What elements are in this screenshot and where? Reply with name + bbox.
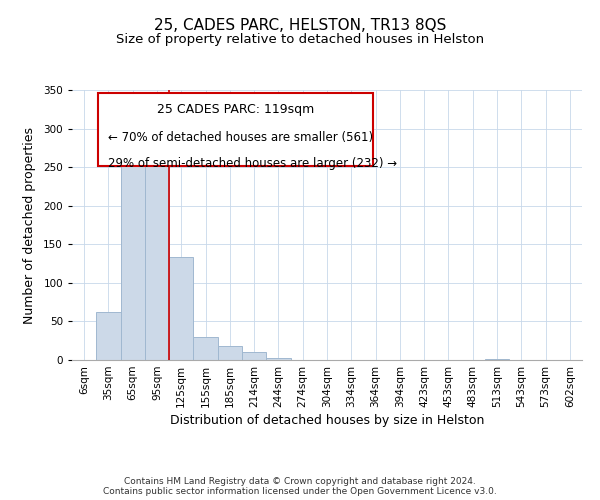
Text: Contains public sector information licensed under the Open Government Licence v3: Contains public sector information licen… (103, 487, 497, 496)
Y-axis label: Number of detached properties: Number of detached properties (23, 126, 36, 324)
X-axis label: Distribution of detached houses by size in Helston: Distribution of detached houses by size … (170, 414, 484, 427)
Bar (193, 337, 218, 360)
Bar (485, 359, 509, 360)
Text: Size of property relative to detached houses in Helston: Size of property relative to detached ho… (116, 32, 484, 46)
Bar (242, 352, 266, 360)
Bar (145, 164, 169, 360)
Text: ← 70% of detached houses are smaller (561): ← 70% of detached houses are smaller (56… (108, 130, 373, 143)
Text: 25, CADES PARC, HELSTON, TR13 8QS: 25, CADES PARC, HELSTON, TR13 8QS (154, 18, 446, 32)
Bar (96, 312, 121, 360)
Bar (169, 258, 193, 360)
Bar (218, 346, 242, 360)
FancyBboxPatch shape (97, 92, 373, 166)
Text: 29% of semi-detached houses are larger (232) →: 29% of semi-detached houses are larger (… (108, 158, 397, 170)
Bar (266, 358, 290, 360)
Text: 25 CADES PARC: 119sqm: 25 CADES PARC: 119sqm (157, 104, 314, 117)
Bar (121, 136, 145, 360)
Text: Contains HM Land Registry data © Crown copyright and database right 2024.: Contains HM Land Registry data © Crown c… (124, 477, 476, 486)
